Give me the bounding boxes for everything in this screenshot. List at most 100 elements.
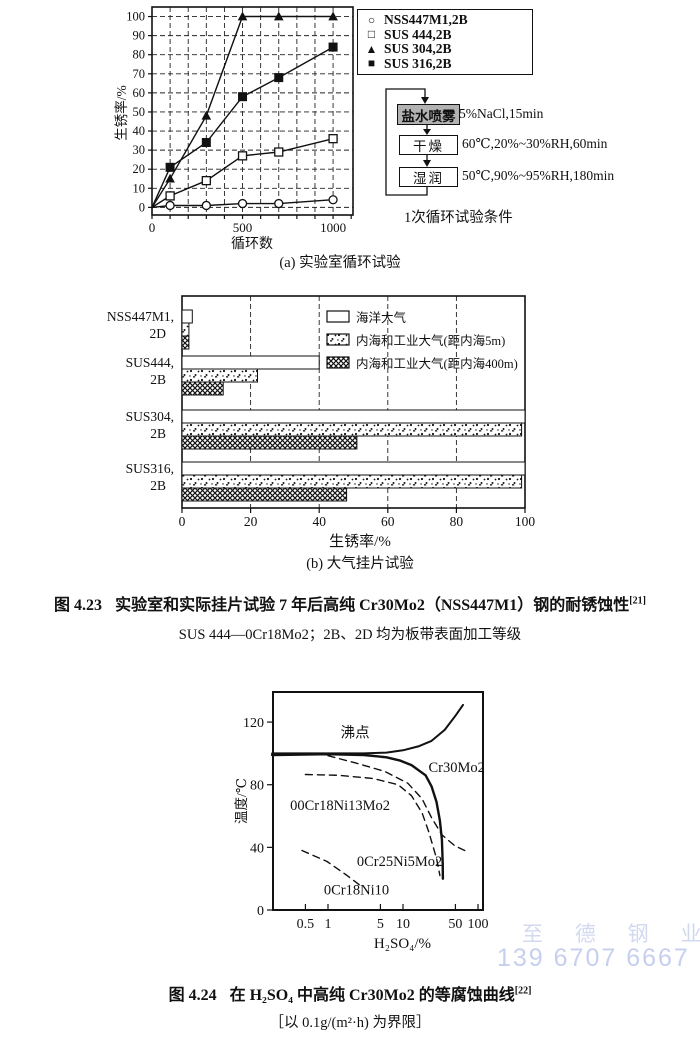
chart-b-legend: 海洋大气内海和工业大气(距内海5m) 内海和工业大气(距内海400m) (326, 305, 518, 374)
flow-step-wet: 湿润 (399, 167, 458, 187)
y-tick-label: 40 (250, 841, 264, 856)
square-open-marker-icon (237, 151, 248, 161)
fig423-caption-label: 图 4.23 (54, 597, 103, 614)
fig424-caption-label: 图 4.24 (168, 987, 217, 1004)
legend-item: 内海和工业大气(距内海5m) (326, 328, 518, 351)
y-tick-label: 10 (133, 181, 146, 195)
chart-a-subtitle: (a) 实验室循环试验 (279, 255, 401, 271)
bar (181, 322, 190, 337)
square-open-marker-icon (201, 176, 211, 186)
chart-b-x-axis-label: 生锈率/% (329, 534, 391, 550)
y-tick-label: 20 (133, 162, 146, 176)
triangle-marker-icon (201, 110, 212, 120)
loop-arrowhead-icon (421, 97, 429, 104)
fig424-caption: 图 4.24 在 H₂SO₄ 中高纯 Cr30Mo2 的等腐蚀曲线[22] (0, 981, 700, 1005)
series-line-sus-304-2b (151, 15, 334, 208)
x-tick-label: 100 (515, 514, 536, 529)
bar (181, 409, 526, 424)
flow-step-salt-spray: 盐水喷雾 (397, 104, 460, 125)
triangle-marker-icon (165, 173, 175, 183)
x-tick-label: 100 (468, 917, 489, 932)
chart-b-subtitle: (b) 大气挂片试验 (306, 556, 414, 572)
square-filled-marker-icon (328, 42, 338, 52)
category-label: 2B (150, 372, 166, 387)
circle-open-marker-icon: ○ (367, 12, 376, 27)
series-line-sus-444-2b (151, 138, 334, 208)
bar (181, 309, 193, 324)
square-open-marker-icon (165, 191, 175, 201)
curve-cr30mo2 (270, 753, 445, 880)
curve-label: 00Cr18Ni13Mo2 (290, 798, 390, 814)
cycle-test-flowchart: 盐水喷雾 5%NaCl,15min 干燥 60℃,20%~30%RH,60min… (382, 86, 697, 216)
series-line-sus-316-2b (151, 46, 334, 208)
circle-marker-icon (274, 198, 284, 209)
square-filled-marker-icon (165, 162, 175, 172)
x-tick-label: 60 (381, 514, 395, 529)
legend-label: SUS 444,2B (384, 26, 452, 42)
triangle-marker-icon (328, 11, 338, 21)
legend-item: 海洋大气 (326, 305, 518, 328)
category-label: SUS304, (126, 409, 174, 424)
legend-label: SUS 304,2B (384, 41, 452, 57)
plot-border (181, 295, 526, 509)
speckle-swatch-icon (326, 333, 350, 346)
x-tick-label: 1 (325, 917, 332, 932)
y-tick-label: 100 (126, 10, 145, 24)
y-tick-label: 90 (133, 29, 146, 43)
flow-condition-dry: 60℃,20%~30%RH,60min (462, 136, 608, 151)
y-tick-label: 70 (133, 67, 146, 81)
square-filled-marker-icon (201, 137, 211, 147)
y-tick-label: 40 (133, 124, 146, 138)
flowchart-caption: 1次循环试验条件 (404, 210, 513, 226)
bar (181, 461, 526, 476)
circle-marker-icon (237, 198, 248, 209)
lab-cycle-line-chart: 0 500 1000 0 10 20 30 40 50 60 70 80 90 100 (126, 6, 354, 235)
curve-label: 沸点 (341, 725, 370, 742)
triangle-marker-icon (273, 11, 284, 21)
bar (181, 422, 523, 437)
flow-condition-wet: 50℃,90%~95%RH,180min (462, 168, 615, 183)
chart-c-y-axis-label: 温度/℃ (234, 778, 249, 824)
fig424-caption-note: ［以 0.1g/(m²·h) 为界限］ (269, 1015, 431, 1031)
flow-condition-salt-spray: 5%NaCl,15min (459, 106, 544, 121)
curve-0cr18ni10 (301, 849, 363, 888)
x-tick-label: 1000 (320, 220, 346, 235)
square-open-marker-icon (328, 134, 338, 144)
legend-item: 内海和工业大气(距内海400m) (326, 351, 518, 374)
x-tick-label: 0 (149, 220, 156, 235)
legend-item: ■ SUS 316,2B (364, 56, 526, 72)
chart-a-x-axis-label: 循环数 (231, 237, 273, 252)
legend-item: □ SUS 444,2B (364, 26, 526, 43)
triangle-filled-marker-icon: ▲ (365, 41, 378, 56)
fig423-caption: 图 4.23 实验室和实际挂片试验 7 年后高纯 Cr30Mo2（NSS447M1… (0, 591, 700, 615)
legend-item: ▲ SUS 304,2B (364, 41, 526, 57)
bar (181, 435, 358, 450)
x-tick-label: 5 (377, 917, 384, 932)
plot-border (272, 691, 484, 911)
curve-label: 0Cr25Ni5Mo2 (357, 854, 442, 870)
plain-swatch-icon (326, 310, 350, 323)
square-filled-marker-icon: ■ (367, 56, 376, 71)
bar (181, 487, 348, 502)
x-tick-label: 80 (450, 514, 464, 529)
square-filled-marker-icon (274, 73, 284, 83)
category-label: SUS316, (126, 461, 174, 476)
x-tick-label: 0.5 (297, 917, 315, 932)
plot-border (151, 6, 354, 216)
curve-label: 0Cr18Ni10 (324, 882, 389, 898)
y-tick-label: 120 (243, 716, 264, 731)
category-label: 2B (150, 478, 166, 493)
circle-marker-icon (201, 200, 211, 211)
category-label: NSS447M1, (107, 309, 174, 324)
watermark-phone: 139 6707 6667 (497, 944, 690, 972)
circle-marker-icon (165, 200, 175, 211)
loop-arrow-line (385, 88, 428, 196)
triangle-marker-icon (237, 11, 248, 21)
bar (181, 368, 258, 383)
y-tick-label: 60 (133, 86, 146, 100)
fig424-caption-ref: [22] (514, 985, 532, 997)
legend-label: 海洋大气 (356, 311, 407, 325)
down-arrowhead-icon (423, 129, 431, 135)
y-tick-label: 80 (250, 779, 264, 794)
